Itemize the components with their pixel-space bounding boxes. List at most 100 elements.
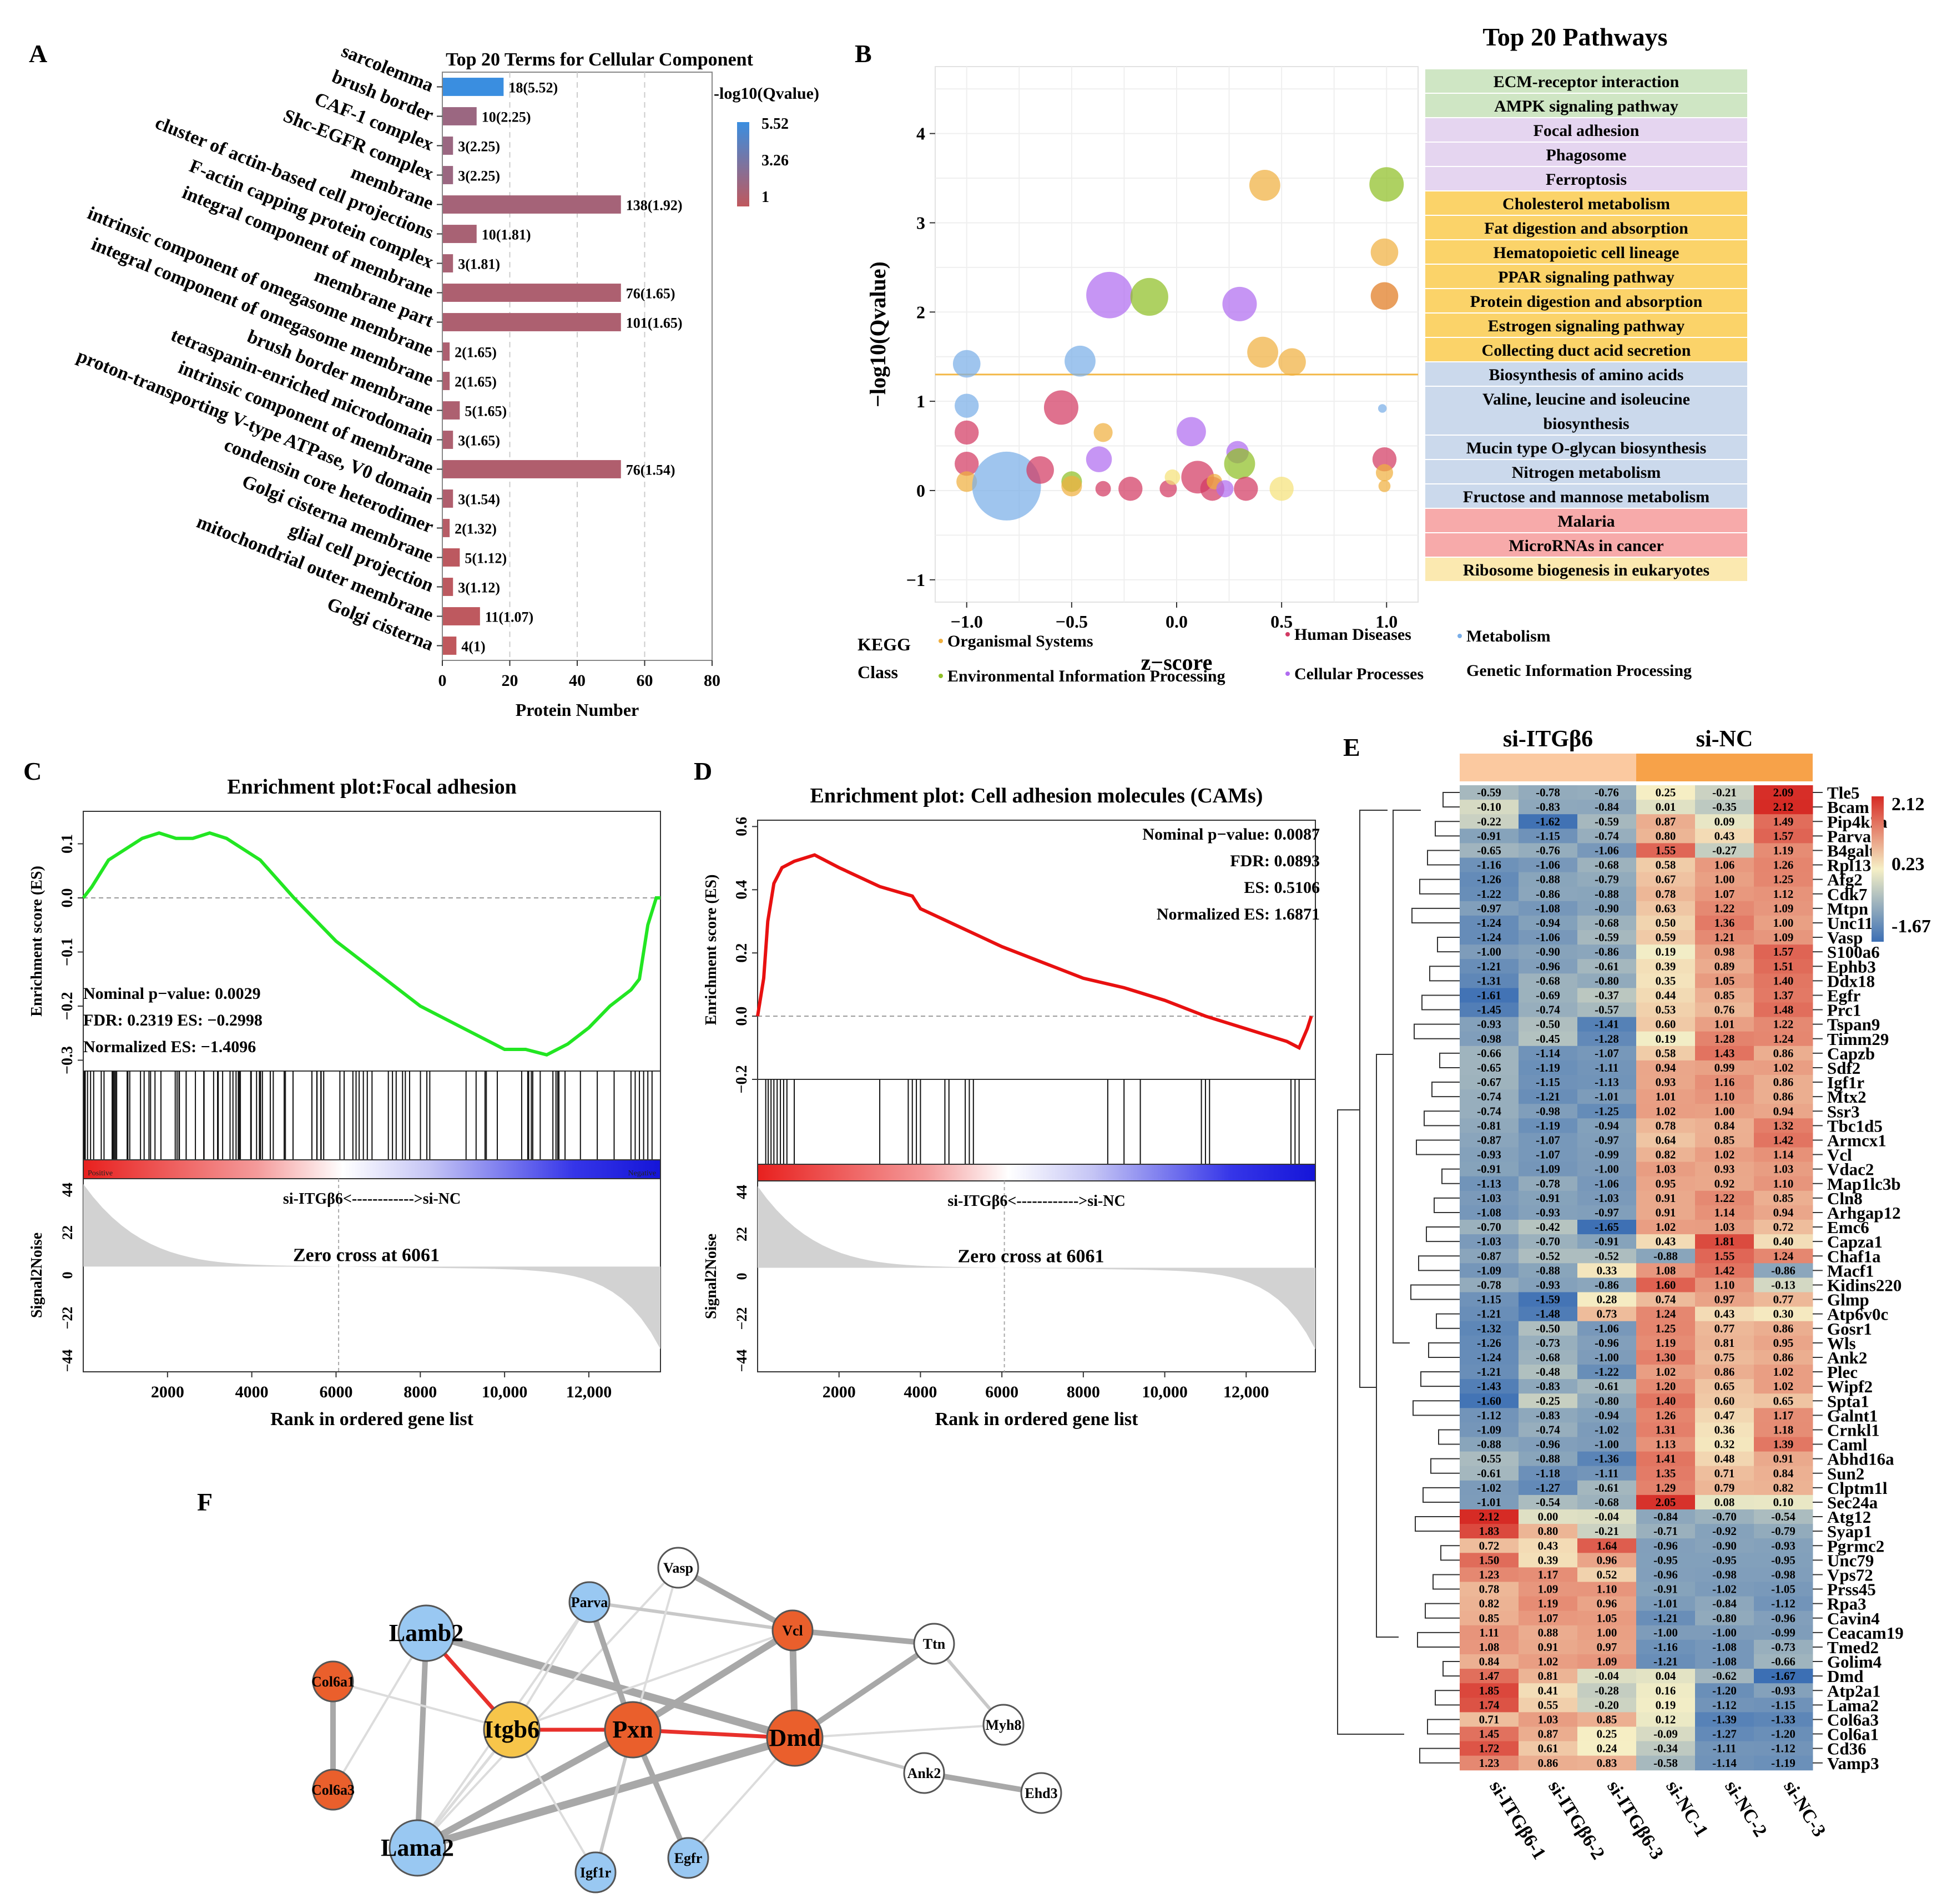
- group-label: si-NC: [1696, 726, 1753, 752]
- cell-value: -1.13: [1477, 1177, 1501, 1190]
- bar-label: 3(1.81): [458, 256, 500, 272]
- cell-value: -0.88: [1477, 1438, 1501, 1451]
- pathway-label: Phagosome: [1546, 146, 1627, 164]
- cell-value: 1.55: [1656, 844, 1676, 857]
- stat-text: FDR: 0.0893: [1230, 852, 1320, 870]
- cell-value: -1.07: [1536, 1148, 1560, 1161]
- cell-value: -0.76: [1595, 786, 1619, 799]
- group-label: si-ITGβ6: [1503, 726, 1593, 752]
- kegg-class-label: Human Diseases: [1294, 625, 1411, 644]
- cell-value: 0.77: [1714, 1322, 1735, 1335]
- cell-value: 0.93: [1714, 1163, 1735, 1176]
- cell-value: -0.68: [1595, 1496, 1619, 1509]
- y-tick-label: −0.1: [59, 938, 76, 966]
- cell-value: -0.94: [1595, 1408, 1619, 1422]
- cell-value: -1.60: [1477, 1394, 1501, 1407]
- panel-e-heatmap: si-ITGβ6 si-NC-0.59 -0.78 -0.76 0.25 -0.21 2.0…: [1338, 726, 1931, 1863]
- cell-value: -1.12: [1477, 1408, 1501, 1422]
- plot-frame: [758, 820, 1315, 1372]
- cell-value: -0.10: [1477, 800, 1501, 814]
- cell-value: 0.91: [1538, 1640, 1558, 1654]
- cell-value: -0.59: [1595, 815, 1619, 828]
- cell-value: -0.45: [1536, 1032, 1560, 1046]
- cell-value: -0.86: [1595, 1279, 1619, 1292]
- bar-label: 10(1.81): [482, 227, 531, 243]
- cell-value: -0.99: [1595, 1148, 1619, 1161]
- cell-value: 1.03: [1714, 1220, 1735, 1234]
- cell-value: 0.87: [1656, 815, 1676, 828]
- x-tick-label: 10,000: [1142, 1383, 1188, 1401]
- x-tick-label: 4000: [904, 1383, 937, 1401]
- x-tick-label: 60: [637, 671, 653, 690]
- cell-value: 1.17: [1773, 1408, 1794, 1422]
- cell-value: -0.59: [1595, 931, 1619, 944]
- cell-value: -0.25: [1536, 1394, 1560, 1407]
- cell-value: -0.83: [1536, 1380, 1560, 1393]
- cell-value: -0.65: [1477, 844, 1501, 857]
- network-node-label: Dmd: [769, 1724, 821, 1751]
- cell-value: 1.10: [1714, 1090, 1735, 1103]
- network-node-label: Igf1r: [580, 1865, 611, 1881]
- cell-value: 0.78: [1479, 1583, 1500, 1596]
- cell-value: 1.40: [1656, 1394, 1676, 1407]
- cell-value: -1.15: [1536, 1075, 1560, 1089]
- cell-value: -0.91: [1477, 829, 1501, 842]
- cell-value: 1.22: [1714, 1191, 1735, 1205]
- cell-value: -1.59: [1536, 1293, 1560, 1306]
- kegg-class-label: Organismal Systems: [947, 632, 1093, 650]
- network-node-label: Vasp: [663, 1560, 693, 1576]
- pathway-label: Hematopoietic cell lineage: [1494, 244, 1679, 262]
- x-tick-label: 2000: [151, 1383, 184, 1401]
- cell-value: 1.29: [1656, 1481, 1676, 1494]
- cell-value: -0.70: [1712, 1510, 1737, 1523]
- bar-label: 18(5.52): [508, 80, 558, 96]
- cell-value: 1.37: [1773, 989, 1794, 1002]
- cell-value: -0.42: [1536, 1220, 1560, 1234]
- cell-value: -1.24: [1477, 1351, 1501, 1364]
- cell-value: 1.02: [1656, 1104, 1676, 1118]
- cell-value: -0.73: [1771, 1640, 1795, 1654]
- band-label: Negative: [628, 1169, 656, 1178]
- cell-value: 0.12: [1656, 1713, 1676, 1726]
- cell-value: -0.86: [1771, 1264, 1795, 1277]
- cell-value: 1.22: [1714, 902, 1735, 915]
- cell-value: -1.02: [1477, 1481, 1501, 1494]
- cell-value: 1.18: [1773, 1423, 1794, 1437]
- cell-value: 1.00: [1714, 873, 1735, 886]
- cell-value: 1.08: [1479, 1640, 1500, 1654]
- cell-value: -0.79: [1771, 1524, 1795, 1538]
- pathway-title: Top 20 Pathways: [1482, 23, 1667, 51]
- signal2noise-area: [758, 1186, 1315, 1349]
- cell-value: 1.48: [1773, 1003, 1794, 1017]
- cell-value: -0.52: [1595, 1249, 1619, 1262]
- cell-value: -0.74: [1477, 1104, 1501, 1118]
- cell-value: 1.23: [1479, 1756, 1500, 1770]
- cell-value: 1.55: [1714, 1249, 1735, 1262]
- cell-value: 1.02: [1773, 1365, 1794, 1378]
- cell-value: 1.85: [1479, 1684, 1500, 1697]
- cell-value: -1.26: [1477, 1336, 1501, 1350]
- cell-value: -0.93: [1536, 1206, 1560, 1219]
- bubble: [1249, 170, 1280, 201]
- y-tick-label: 0.4: [733, 880, 750, 900]
- bar-label: 76(1.54): [626, 462, 675, 478]
- kegg-class-label: Cellular Processes: [1294, 665, 1424, 683]
- cell-value: 1.26: [1773, 858, 1794, 872]
- cell-value: 1.01: [1656, 1090, 1676, 1103]
- cell-value: 0.67: [1656, 873, 1676, 886]
- cell-value: -1.03: [1477, 1235, 1501, 1248]
- bubble: [1379, 480, 1391, 492]
- cell-value: 1.42: [1773, 1134, 1794, 1147]
- cell-value: -0.88: [1595, 887, 1619, 901]
- cell-value: 0.80: [1656, 829, 1676, 842]
- cell-value: 0.47: [1714, 1408, 1735, 1422]
- pathway-label: PPAR signaling pathway: [1498, 268, 1674, 286]
- bar-label: 3(1.12): [458, 580, 500, 596]
- stat-text: Normalized ES: −1.4096: [83, 1038, 256, 1056]
- cell-value: -0.93: [1536, 1279, 1560, 1292]
- cell-value: 1.09: [1773, 931, 1794, 944]
- bubble: [953, 350, 981, 378]
- cell-value: 0.09: [1714, 815, 1735, 828]
- cell-value: -1.16: [1653, 1640, 1678, 1654]
- cell-value: 0.82: [1656, 1148, 1676, 1161]
